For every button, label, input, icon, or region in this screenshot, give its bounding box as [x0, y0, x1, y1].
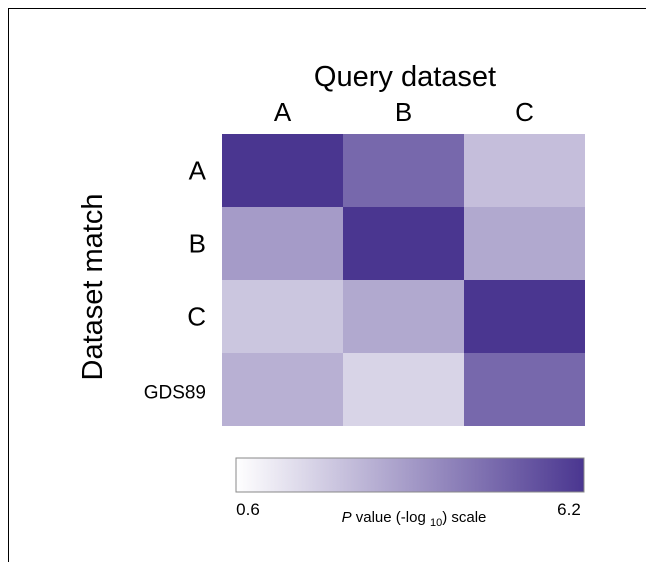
heatmap-cells [222, 134, 585, 426]
heatmap-cell-c-a [222, 280, 343, 353]
colorbar-label-sub: 10 [430, 517, 442, 529]
y-tick-label-gds89: GDS89 [144, 383, 206, 404]
heatmap-cell-a-c [464, 134, 585, 207]
chart-title: Query dataset [314, 61, 496, 93]
x-tick-label-c: C [515, 97, 534, 127]
x-tick-label-a: A [274, 97, 292, 127]
colorbar-label: P value (-log 10) scale [342, 509, 487, 529]
y-tick-label-a: A [189, 156, 207, 186]
heatmap-cell-a-b [343, 134, 464, 207]
y-tick-label-b: B [189, 229, 206, 259]
heatmap-cell-gds89-c [464, 353, 585, 426]
colorbar-label-middle: value (-log [352, 509, 430, 526]
heatmap-cell-a-a [222, 134, 343, 207]
x-tick-label-b: B [395, 97, 412, 127]
y-tick-labels: A B C GDS89 [144, 156, 207, 404]
heatmap-cell-b-a [222, 207, 343, 280]
heatmap-cell-gds89-a [222, 353, 343, 426]
heatmap-cell-c-b [343, 280, 464, 353]
heatmap-cell-b-b [343, 207, 464, 280]
colorbar-max-label: 6.2 [557, 500, 581, 519]
heatmap-cell-gds89-b [343, 353, 464, 426]
y-tick-label-c: C [187, 302, 206, 332]
colorbar-label-p: P [342, 509, 352, 526]
y-axis-label: Dataset match [77, 194, 109, 381]
colorbar [236, 458, 584, 492]
heatmap-cell-b-c [464, 207, 585, 280]
colorbar-min-label: 0.6 [236, 500, 260, 519]
x-tick-labels: A B C [274, 97, 534, 127]
colorbar-label-suffix: ) scale [442, 509, 486, 526]
heatmap-cell-c-c [464, 280, 585, 353]
